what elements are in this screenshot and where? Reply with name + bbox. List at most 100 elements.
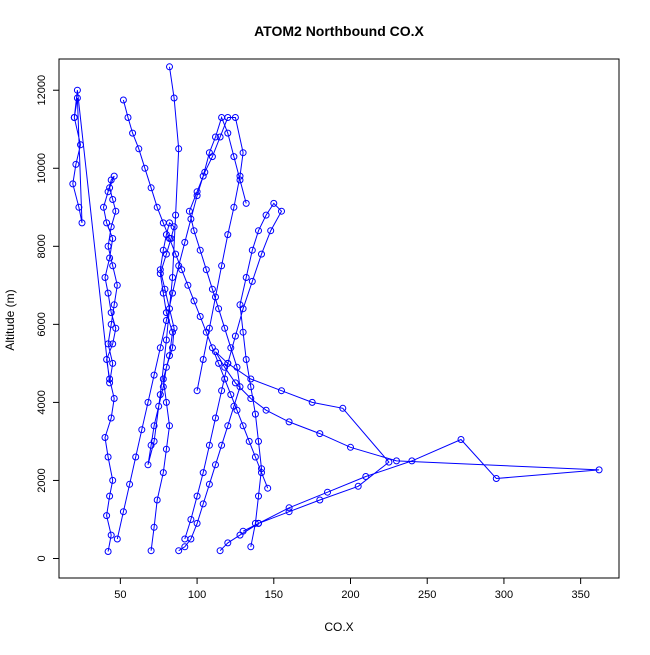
data-point — [103, 219, 111, 227]
data-point — [175, 262, 183, 270]
data-point — [109, 262, 117, 270]
data-point — [144, 461, 152, 469]
data-point — [354, 482, 362, 490]
data-point — [162, 336, 170, 344]
data-point — [104, 453, 112, 461]
data-point — [162, 317, 170, 324]
x-tick-label: 100 — [188, 589, 206, 601]
data-point — [150, 371, 158, 379]
data-point — [181, 543, 189, 551]
data-point — [224, 129, 232, 137]
data-point — [159, 383, 167, 391]
data-point — [135, 145, 143, 153]
data-point — [224, 539, 232, 547]
data-point — [224, 231, 232, 239]
data-point — [231, 114, 239, 121]
data-point — [141, 164, 149, 172]
data-point — [106, 492, 114, 500]
chart-title: ATOM2 Northbound CO.X — [254, 23, 424, 39]
series-line-6 — [122, 99, 269, 489]
data-point — [138, 426, 146, 434]
data-point — [156, 266, 164, 274]
data-point — [159, 375, 167, 383]
data-point — [107, 414, 115, 422]
data-point — [239, 422, 247, 430]
data-point — [248, 277, 256, 285]
data-point — [224, 422, 232, 430]
data-point — [231, 379, 239, 387]
data-point — [166, 235, 173, 242]
data-point — [278, 387, 285, 395]
data-point — [285, 418, 293, 426]
data-point — [166, 352, 173, 360]
data-point — [212, 133, 219, 141]
data-point — [73, 86, 81, 94]
data-point — [103, 356, 111, 363]
data-point — [190, 297, 198, 305]
data-point — [166, 63, 173, 71]
data-point — [393, 457, 400, 465]
data-point — [324, 488, 331, 496]
data-point — [208, 344, 216, 352]
data-point — [162, 398, 170, 406]
data-point — [492, 475, 500, 482]
data-point — [251, 453, 259, 461]
data-point — [78, 219, 86, 227]
data-point — [110, 172, 118, 180]
data-point — [262, 406, 270, 414]
data-point — [100, 203, 107, 211]
data-point — [242, 356, 250, 363]
data-point — [316, 430, 324, 438]
y-axis-label: Altitude (m) — [3, 289, 17, 350]
x-tick-label: 50 — [114, 589, 126, 601]
data-point — [175, 547, 183, 555]
data-point — [218, 441, 226, 449]
data-point — [77, 141, 84, 149]
data-point — [169, 344, 176, 352]
data-point — [255, 492, 262, 500]
data-point — [285, 504, 293, 512]
x-tick-label: 300 — [495, 589, 513, 601]
data-point — [193, 519, 201, 527]
data-point — [221, 375, 229, 383]
data-point — [147, 547, 155, 555]
data-point — [362, 473, 370, 480]
data-point — [316, 496, 324, 504]
data-point — [119, 508, 127, 516]
data-point — [218, 387, 226, 395]
data-point — [216, 547, 224, 555]
data-point — [190, 227, 198, 235]
data-point — [159, 219, 167, 227]
data-point — [147, 184, 155, 192]
data-point — [170, 94, 178, 102]
data-point — [109, 476, 117, 484]
data-point — [101, 274, 109, 281]
series-line-7 — [116, 116, 247, 540]
data-point — [251, 519, 259, 527]
data-point — [205, 480, 213, 488]
data-point — [110, 301, 118, 309]
data-point — [153, 496, 161, 504]
data-point — [247, 543, 255, 551]
data-point — [159, 289, 167, 297]
data-point — [205, 441, 213, 449]
data-point — [202, 266, 210, 274]
data-point — [224, 359, 232, 367]
plot-frame — [58, 58, 620, 579]
data-point — [236, 383, 244, 391]
data-point — [239, 328, 247, 336]
data-point — [221, 324, 229, 332]
data-point — [202, 328, 210, 336]
data-point — [107, 320, 115, 328]
data-point — [242, 199, 250, 207]
data-point — [255, 227, 262, 235]
data-point — [184, 281, 192, 289]
x-tick-label: 250 — [418, 589, 436, 601]
data-point — [103, 512, 111, 520]
data-point — [258, 250, 265, 258]
series-line-5 — [184, 202, 283, 547]
data-point — [113, 535, 121, 543]
data-point — [110, 395, 118, 402]
data-point — [193, 387, 201, 395]
